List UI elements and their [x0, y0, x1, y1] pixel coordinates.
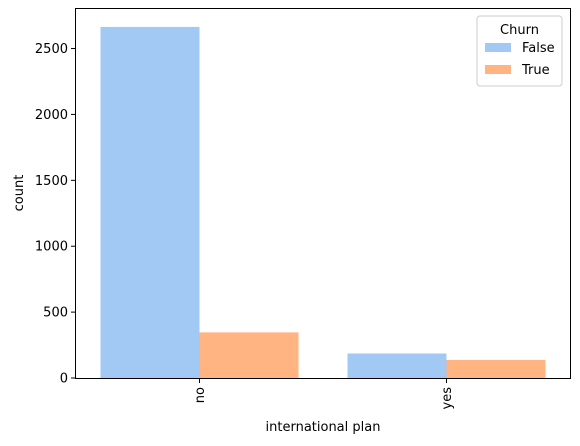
x-axis: no yes — [193, 378, 455, 409]
x-axis-label: international plan — [266, 420, 381, 435]
y-axis-label: count — [12, 175, 27, 212]
bar-no-false — [100, 26, 200, 379]
legend-label-false: False — [522, 41, 555, 56]
y-tick-label: 1500 — [35, 174, 68, 189]
x-tick-label-yes: yes — [440, 387, 455, 410]
legend-label-true: True — [521, 63, 550, 78]
y-tick-label: 0 — [60, 372, 68, 387]
bar-yes-false — [347, 353, 447, 378]
x-tick-label-no: no — [193, 387, 208, 403]
legend-swatch-true — [485, 65, 511, 74]
bars-group — [100, 26, 546, 379]
bar-yes-true — [446, 359, 546, 378]
y-axis: 0 500 1000 1500 2000 2500 — [35, 42, 76, 387]
bar-no-true — [199, 332, 299, 378]
legend-swatch-false — [485, 43, 511, 52]
plot-frame — [75, 8, 571, 379]
legend: Churn False True — [476, 15, 563, 87]
y-tick-label: 500 — [43, 306, 68, 321]
y-tick-label: 2500 — [35, 42, 68, 57]
legend-title: Churn — [500, 23, 539, 38]
y-tick-label: 1000 — [35, 240, 68, 255]
y-tick-label: 2000 — [35, 108, 68, 123]
